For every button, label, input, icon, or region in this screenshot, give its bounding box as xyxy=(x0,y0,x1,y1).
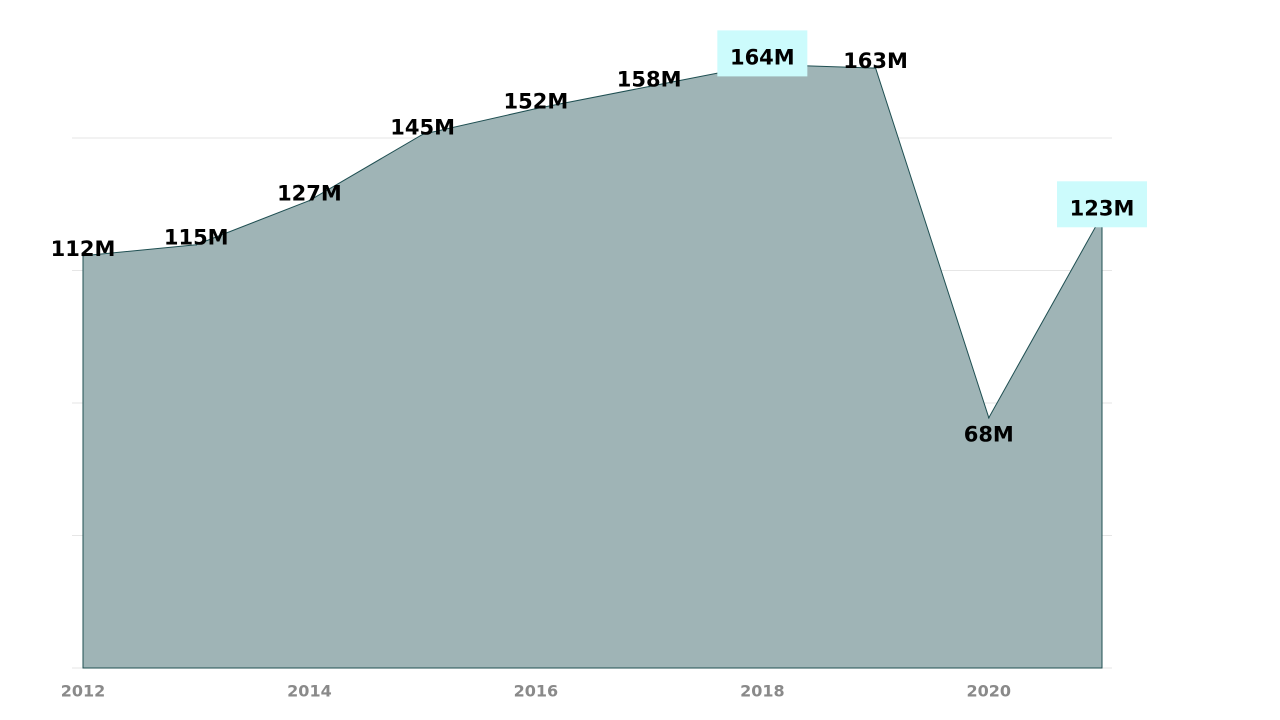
data-label-3: 145M xyxy=(390,115,455,139)
x-tick-label-4: 2020 xyxy=(967,682,1012,701)
data-label-6: 164M xyxy=(730,45,795,69)
x-tick-label-1: 2014 xyxy=(287,682,332,701)
data-label-4: 152M xyxy=(504,90,569,114)
x-tick-label-2: 2016 xyxy=(514,682,559,701)
label-highlight-9 xyxy=(1057,181,1147,228)
data-label-1: 115M xyxy=(164,226,229,250)
data-point-1 xyxy=(195,243,198,246)
area-path xyxy=(82,63,1103,669)
data-point-8 xyxy=(987,416,990,419)
data-labels: 112M 115M 127M 145M 152M 158M 164M 163M 68M 123M xyxy=(51,30,1147,447)
data-label-8: 68M xyxy=(964,423,1014,447)
x-tick-label-3: 2018 xyxy=(740,682,785,701)
data-point-7 xyxy=(874,67,877,69)
data-label-2: 127M xyxy=(277,182,342,206)
label-highlight-6 xyxy=(717,30,808,77)
area-series xyxy=(82,63,1103,669)
data-label-0: 112M xyxy=(51,237,116,261)
data-point-0 xyxy=(82,254,84,257)
data-point-2 xyxy=(308,199,311,202)
data-point-4 xyxy=(535,107,537,110)
data-label-5: 158M xyxy=(617,67,682,91)
x-tick-label-0: 2012 xyxy=(61,682,106,701)
x-axis-ticks: 2012 2014 2016 2018 2020 xyxy=(61,682,1011,701)
data-point-5 xyxy=(648,85,650,88)
data-label-9: 123M xyxy=(1070,196,1135,220)
data-point-3 xyxy=(421,133,424,136)
data-label-7: 163M xyxy=(843,49,908,73)
